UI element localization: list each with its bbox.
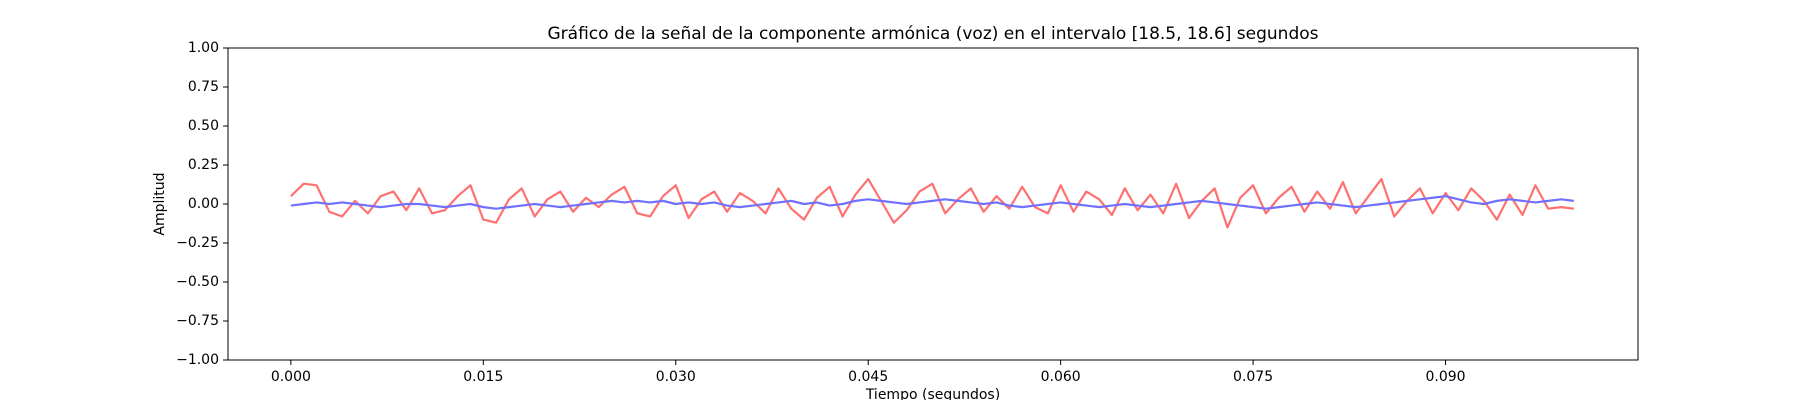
y-tick-label: 0.25: [188, 157, 219, 173]
x-tick-label: 0.090: [1426, 369, 1466, 385]
y-tick-label: 0.00: [188, 196, 219, 212]
y-tick-label: 0.50: [188, 118, 219, 134]
y-tick-label: −0.25: [176, 235, 219, 251]
y-tick-label: −0.50: [176, 274, 219, 290]
x-tick-label: 0.015: [463, 369, 503, 385]
x-tick-label: 0.060: [1041, 369, 1081, 385]
series-line: [290, 195, 1574, 210]
y-axis-label: Amplitud: [152, 172, 168, 235]
y-tick-label: 0.75: [188, 79, 219, 95]
chart-title: Gráfico de la señal de la componente arm…: [547, 24, 1318, 44]
plot-frame: [227, 47, 1639, 361]
x-tick-label: 0.030: [656, 369, 696, 385]
x-tick-label: 0.075: [1233, 369, 1273, 385]
x-axis-label: Tiempo (segundos): [865, 387, 1000, 400]
y-tick-label: −1.00: [176, 352, 219, 368]
x-tick-label: 0.045: [848, 369, 888, 385]
y-tick-label: −0.75: [176, 313, 219, 329]
y-tick-label: 1.00: [188, 40, 219, 56]
x-tick-label: 0.000: [271, 369, 311, 385]
